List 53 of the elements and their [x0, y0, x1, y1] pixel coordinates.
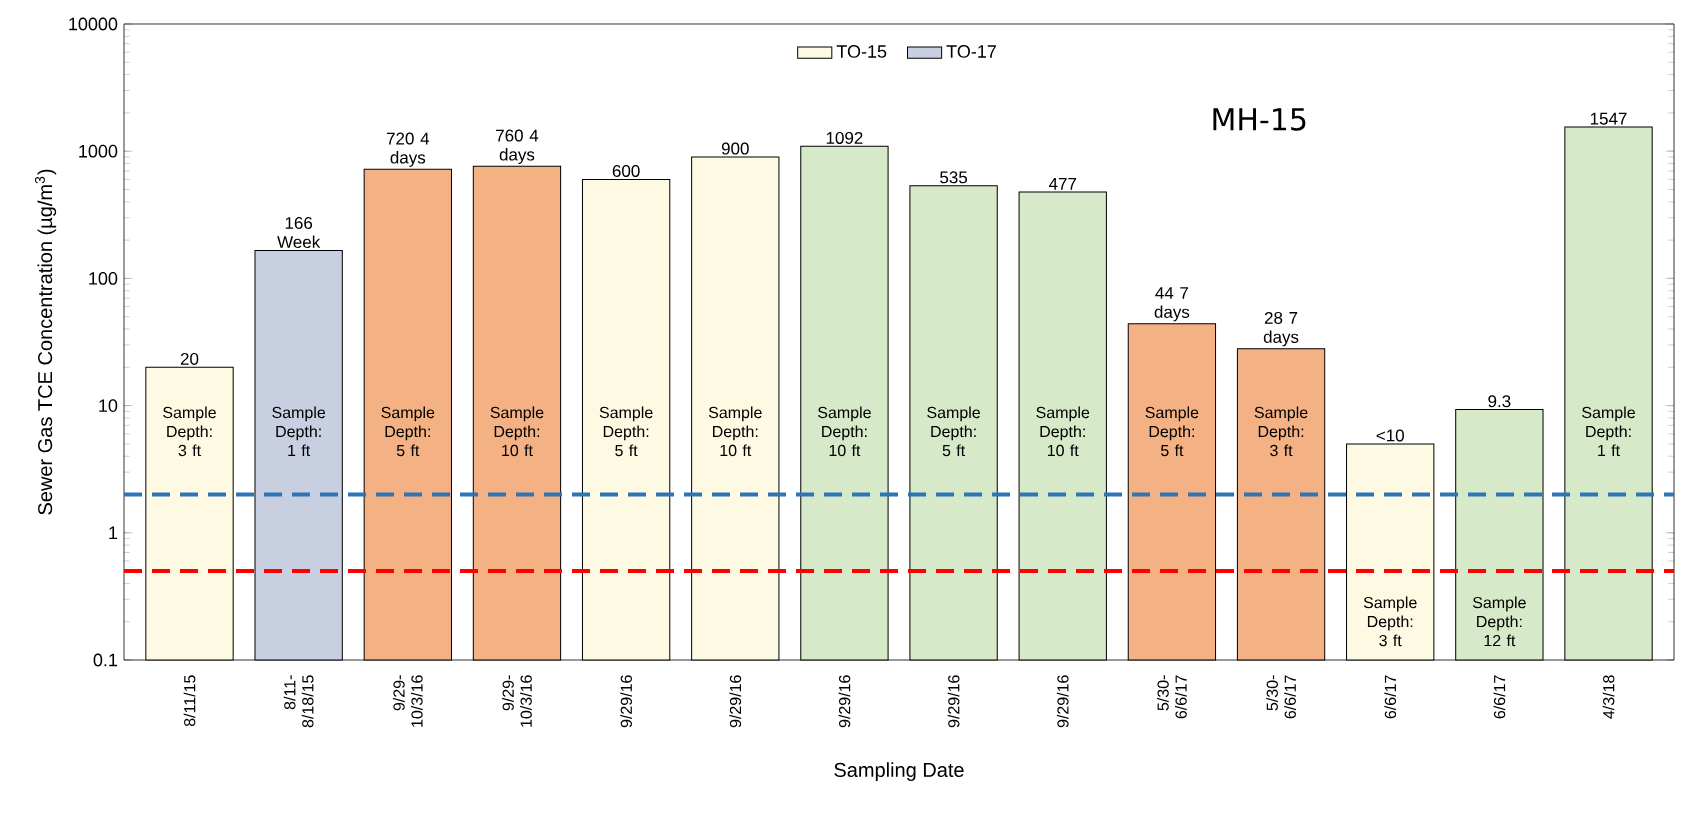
x-tick-label: 9/29/16 [620, 675, 632, 728]
x-tick-label: 9/29/16 [729, 675, 742, 728]
annotation: Sample Depth: 10 ft [490, 406, 544, 457]
data-label: 900 [721, 142, 749, 155]
x-tick-label: 6/6/17 [1384, 675, 1397, 719]
legend-label: TO-15 [836, 45, 887, 58]
annotation: Sample Depth: 10 ft [1036, 406, 1090, 457]
annotation: Sample Depth: 3 ft [1254, 406, 1308, 457]
y-tick-label: 1000 [79, 144, 118, 158]
y-axis-title: Sewer Gas TCE Concentration (µg/m$^{3}$) [34, 169, 57, 515]
annotation: Sample Depth: 12 ft [1472, 596, 1526, 647]
data-label: 760 4 days [496, 129, 539, 164]
x-tick-label: 9/29/16 [947, 675, 960, 728]
x-tick-label: 9/29- 10/3/16 [502, 675, 532, 727]
y-tick-label: 100 [89, 272, 118, 285]
data-label: 28 7 days [1263, 311, 1299, 347]
annotation: Sample Depth: 5 ft [927, 406, 980, 457]
annotation: Sample Depth: 5 ft [381, 406, 435, 457]
legend-label: TO-17 [946, 45, 996, 58]
text: MH-15 [1213, 108, 1306, 131]
annotation: Sample Depth: 5 ft [1145, 406, 1199, 457]
x-tick-label: 6/6/17 [1493, 675, 1506, 719]
x-tick-label: 8/11- 8/18/15 [283, 675, 314, 728]
data-label: <10 [1376, 429, 1404, 442]
data-label: 477 [1048, 177, 1077, 190]
y-tick-label: 0.1 [93, 653, 118, 667]
data-label: 166 Week [277, 216, 321, 248]
x-tick-label: 9/29- 10/3/16 [392, 675, 423, 727]
data-label: 9.3 [1488, 395, 1511, 408]
annotation: Sample Depth: 1 ft [1582, 406, 1635, 457]
x-tick-label: 4/3/18 [1602, 675, 1615, 719]
data-label: 20 [180, 352, 199, 365]
x-axis-title: Sampling Date [834, 762, 964, 781]
annotation: Sample Depth: 10 ft [818, 406, 871, 457]
x-tick-label: 9/29/16 [838, 675, 851, 728]
y-tick-label: 1 [109, 526, 118, 539]
data-label: 1092 [826, 131, 863, 144]
data-label: 44 7 days [1154, 287, 1190, 322]
x-tick-label: 5/30- 6/6/17 [1266, 675, 1296, 719]
annotation: Sample Depth: 3 ft [1363, 596, 1417, 647]
y-tick-label: 10000 [69, 17, 118, 31]
x-tick-label: 9/29/16 [1056, 675, 1069, 728]
annotation: Sample Depth: 3 ft [163, 406, 216, 457]
data-label: 1547 [1590, 112, 1627, 125]
annotation: Sample Depth: 5 ft [599, 406, 653, 457]
x-tick-label: 8/11/15 [183, 675, 196, 727]
annotation: Sample Depth: 10 ft [708, 406, 762, 457]
x-tick-label: 5/30- 6/6/17 [1157, 675, 1187, 719]
y-tick-label: 10 [99, 399, 118, 412]
annotation: Sample Depth: 1 ft [272, 406, 326, 457]
data-label: 720 4 days [386, 132, 430, 167]
data-label: 535 [940, 171, 968, 184]
data-label: 600 [612, 165, 640, 178]
